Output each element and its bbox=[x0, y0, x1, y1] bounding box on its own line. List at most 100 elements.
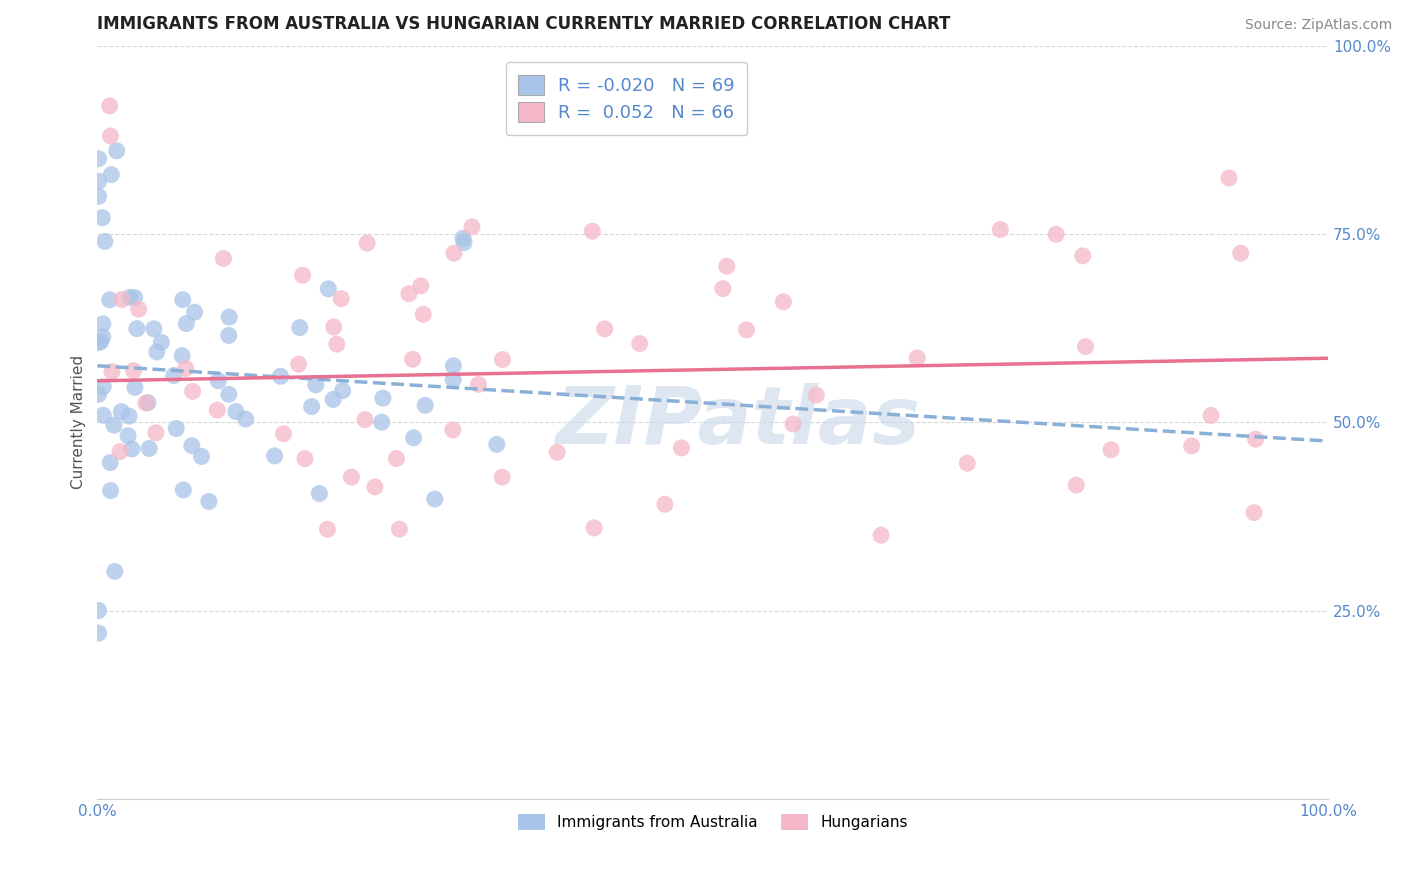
Point bbox=[318, 282, 340, 296]
Point bbox=[135, 396, 157, 410]
Point bbox=[782, 417, 804, 431]
Point bbox=[491, 352, 513, 367]
Point bbox=[87, 387, 110, 401]
Point bbox=[207, 374, 229, 388]
Text: IMMIGRANTS FROM AUSTRALIA VS HUNGARIAN CURRENTLY MARRIED CORRELATION CHART: IMMIGRANTS FROM AUSTRALIA VS HUNGARIAN C… bbox=[97, 15, 950, 33]
Point bbox=[172, 349, 194, 363]
Point bbox=[364, 480, 387, 494]
Point bbox=[423, 491, 446, 506]
Point bbox=[91, 211, 114, 225]
Point bbox=[356, 236, 378, 251]
Point bbox=[593, 322, 616, 336]
Point bbox=[100, 129, 122, 144]
Point bbox=[100, 168, 122, 182]
Point bbox=[218, 328, 240, 343]
Point bbox=[735, 323, 758, 337]
Point bbox=[91, 409, 114, 423]
Point bbox=[91, 330, 114, 344]
Point bbox=[118, 409, 141, 424]
Point bbox=[305, 377, 328, 392]
Point bbox=[98, 99, 121, 113]
Point bbox=[273, 426, 295, 441]
Point bbox=[628, 336, 651, 351]
Point bbox=[183, 305, 205, 319]
Point bbox=[716, 259, 738, 273]
Point bbox=[103, 418, 125, 433]
Point bbox=[1099, 442, 1122, 457]
Point bbox=[145, 345, 167, 359]
Point bbox=[94, 235, 117, 249]
Point bbox=[453, 235, 475, 250]
Point bbox=[322, 320, 344, 334]
Point bbox=[87, 174, 110, 188]
Point bbox=[441, 359, 464, 373]
Point bbox=[332, 384, 354, 398]
Point bbox=[87, 626, 110, 640]
Point bbox=[124, 291, 146, 305]
Point bbox=[181, 384, 204, 399]
Point bbox=[287, 357, 309, 371]
Point bbox=[225, 404, 247, 418]
Point bbox=[125, 321, 148, 335]
Text: Source: ZipAtlas.com: Source: ZipAtlas.com bbox=[1244, 18, 1392, 32]
Point bbox=[263, 449, 285, 463]
Point bbox=[118, 290, 141, 304]
Point bbox=[485, 437, 508, 451]
Point bbox=[128, 302, 150, 317]
Point bbox=[371, 391, 394, 405]
Point bbox=[461, 219, 484, 234]
Point bbox=[546, 445, 568, 459]
Point bbox=[291, 268, 314, 283]
Point bbox=[1074, 340, 1097, 354]
Point bbox=[163, 368, 186, 383]
Point bbox=[402, 352, 425, 367]
Point bbox=[108, 444, 131, 458]
Point bbox=[198, 494, 221, 508]
Point bbox=[235, 412, 257, 426]
Point bbox=[301, 400, 323, 414]
Point bbox=[110, 404, 132, 418]
Point bbox=[121, 442, 143, 456]
Legend: Immigrants from Australia, Hungarians: Immigrants from Australia, Hungarians bbox=[512, 808, 914, 837]
Point bbox=[270, 369, 292, 384]
Point bbox=[711, 282, 734, 296]
Point bbox=[905, 351, 928, 365]
Point bbox=[308, 486, 330, 500]
Point bbox=[142, 322, 165, 336]
Point bbox=[174, 361, 197, 376]
Point bbox=[104, 565, 127, 579]
Point bbox=[682, 78, 704, 92]
Point bbox=[1218, 171, 1240, 186]
Point bbox=[122, 363, 145, 377]
Point bbox=[654, 497, 676, 511]
Point bbox=[330, 292, 353, 306]
Point bbox=[1064, 478, 1087, 492]
Point bbox=[491, 470, 513, 484]
Point bbox=[138, 442, 160, 456]
Point bbox=[1199, 409, 1222, 423]
Point bbox=[145, 425, 167, 440]
Point bbox=[806, 388, 828, 402]
Point bbox=[1244, 432, 1267, 446]
Point bbox=[87, 335, 110, 350]
Point bbox=[388, 522, 411, 536]
Point bbox=[105, 144, 128, 158]
Point bbox=[443, 246, 465, 260]
Point bbox=[583, 521, 606, 535]
Point bbox=[412, 307, 434, 321]
Point bbox=[87, 152, 110, 166]
Point bbox=[176, 317, 198, 331]
Point bbox=[581, 224, 603, 238]
Point bbox=[385, 451, 408, 466]
Point bbox=[165, 421, 187, 435]
Point bbox=[398, 286, 420, 301]
Point bbox=[91, 317, 114, 331]
Point bbox=[190, 450, 212, 464]
Point bbox=[212, 252, 235, 266]
Point bbox=[207, 403, 229, 417]
Point bbox=[413, 398, 436, 412]
Point bbox=[98, 293, 121, 307]
Text: ZIPatlas: ZIPatlas bbox=[555, 384, 920, 461]
Point bbox=[988, 222, 1011, 236]
Point bbox=[100, 483, 122, 498]
